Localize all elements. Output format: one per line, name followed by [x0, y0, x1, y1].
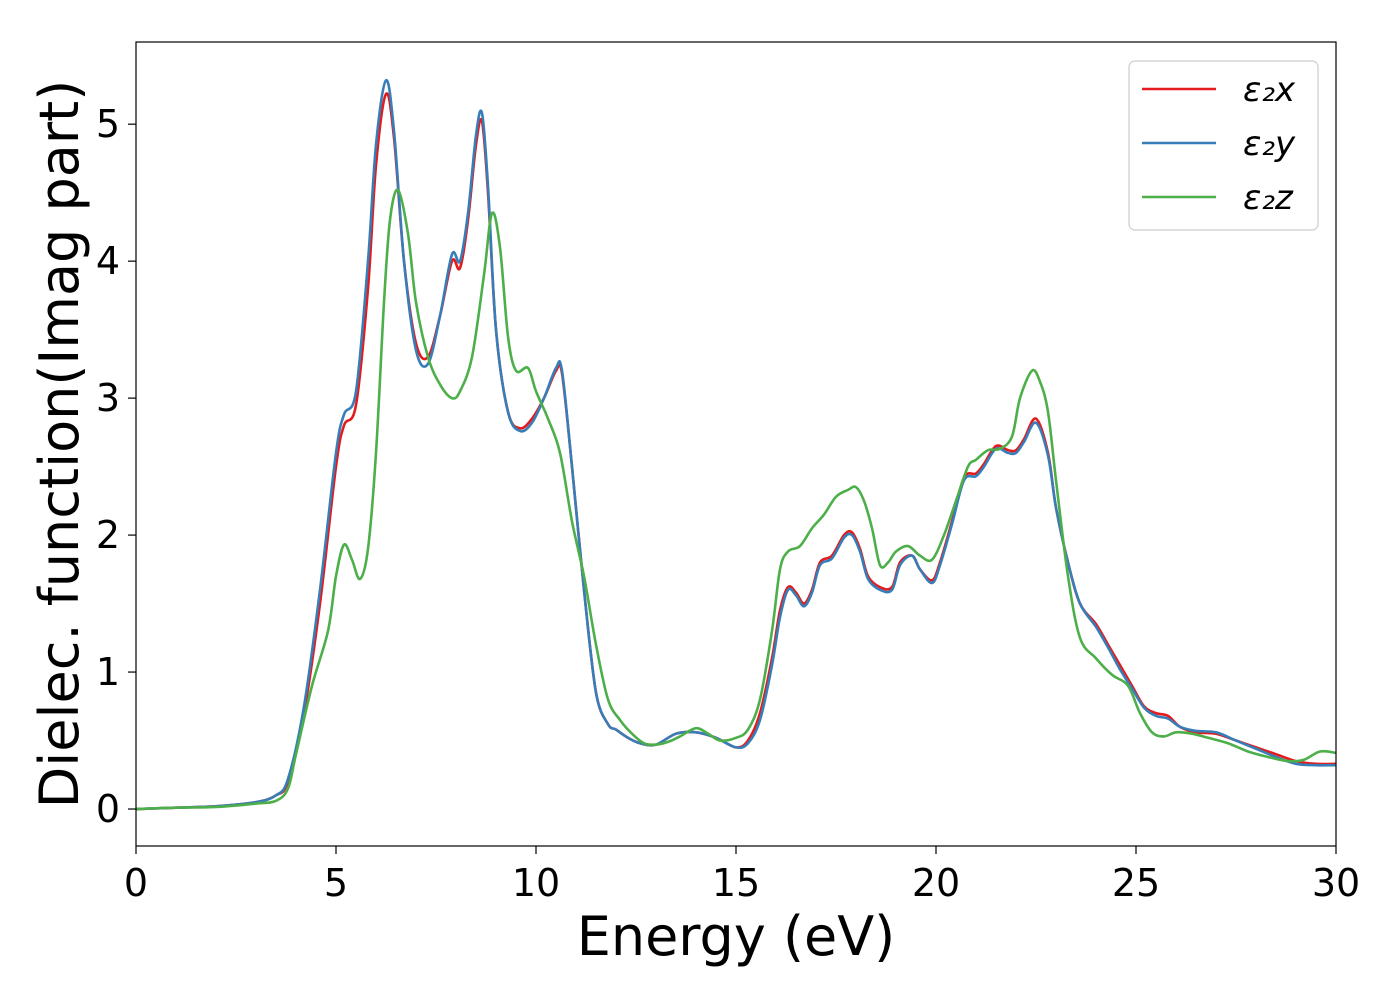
series-line-2	[136, 188, 1336, 811]
x-axis-title: Energy (eV)	[577, 905, 896, 968]
y-tick-label: 4	[96, 239, 120, 283]
x-tick-label: 10	[512, 861, 560, 905]
y-axis-title: Dielec. function(Imag part)	[28, 80, 91, 809]
y-tick-label: 5	[96, 102, 120, 146]
y-axis: 0 1 2 3 4 5	[96, 102, 136, 831]
legend: ε₂x ε₂y ε₂z	[1128, 60, 1319, 231]
x-axis: 0 5 10 15 20 25 30	[124, 846, 1360, 905]
x-tick-label: 0	[124, 861, 148, 905]
y-tick-label: 3	[96, 376, 120, 420]
x-tick-label: 15	[712, 861, 760, 905]
y-tick-label: 1	[96, 650, 120, 694]
legend-label-1: ε₂y	[1243, 124, 1296, 164]
series-line-1	[136, 79, 1336, 811]
series-lines	[136, 79, 1336, 811]
x-tick-label: 25	[1112, 861, 1160, 905]
x-tick-label: 30	[1312, 861, 1360, 905]
x-tick-label: 20	[912, 861, 960, 905]
x-tick-label: 5	[324, 861, 348, 905]
legend-box	[1128, 60, 1319, 231]
legend-label-2: ε₂z	[1243, 178, 1294, 218]
y-tick-label: 2	[96, 513, 120, 557]
legend-label-0: ε₂x	[1243, 70, 1296, 110]
y-tick-label: 0	[96, 787, 120, 831]
